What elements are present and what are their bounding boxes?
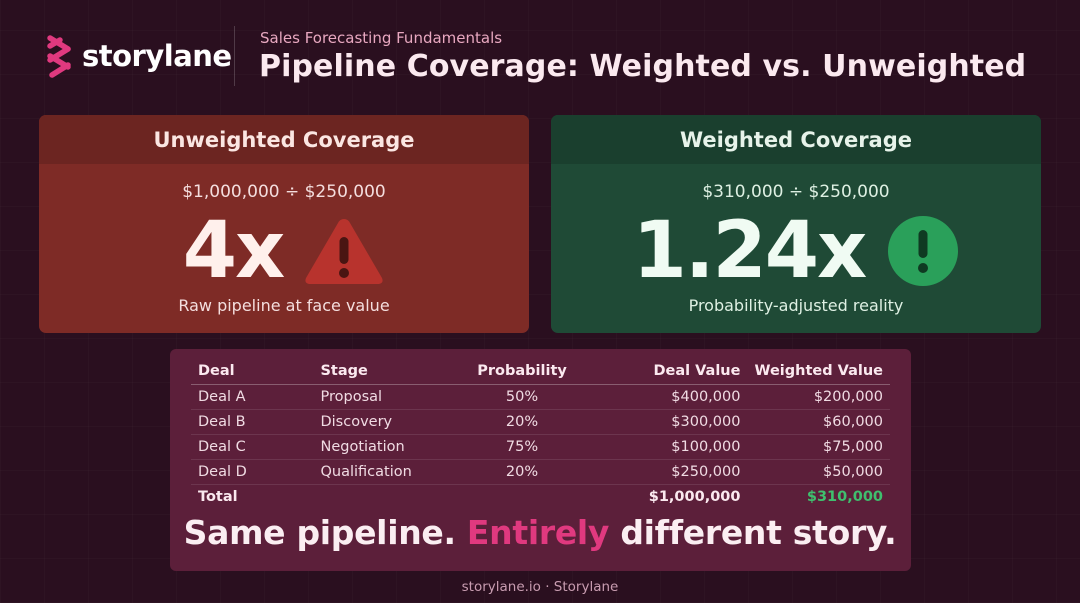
footer: storylane.io · Storylane	[461, 579, 619, 595]
exclamation-circle-icon	[888, 216, 959, 286]
deals-table-panel: Deal Stage Probability Deal Value Weight…	[170, 349, 911, 571]
page-subtitle: Sales Forecasting Fundamentals	[260, 29, 503, 47]
unweighted-heading: Unweighted Coverage	[39, 115, 529, 164]
probability-cell: 75%	[451, 434, 593, 460]
deal-cell: Deal B	[191, 409, 314, 435]
header: storylane Sales Forecasting Fundamentals…	[0, 0, 1080, 100]
weighted-value: 1.24x	[632, 206, 868, 296]
table-total-row: Total $1,000,000 $310,000	[191, 484, 890, 509]
deal-value-cell: $300,000	[592, 409, 748, 435]
warning-triangle-icon	[305, 219, 383, 284]
deals-table: Deal Stage Probability Deal Value Weight…	[191, 358, 890, 509]
tagline-accent: Entirely	[466, 513, 610, 552]
deal-cell: Deal C	[191, 434, 314, 460]
table-row: Deal C Negotiation 75% $100,000 $75,000	[191, 434, 890, 460]
table-row: Deal A Proposal 50% $400,000 $200,000	[191, 384, 890, 410]
deal-cell: Deal A	[191, 384, 314, 410]
unweighted-coverage-card: Unweighted Coverage $1,000,000 ÷ $250,00…	[39, 115, 529, 333]
weighted-formula: $310,000 ÷ $250,000	[702, 182, 890, 202]
tagline-start: Same pipeline.	[183, 513, 467, 552]
total-stage-empty	[313, 484, 452, 509]
stage-cell: Proposal	[313, 384, 452, 410]
weighted-value-cell: $50,000	[747, 459, 890, 485]
table-header-row: Deal Stage Probability Deal Value Weight…	[191, 358, 890, 385]
column-header-stage: Stage	[313, 358, 452, 385]
deal-value-cell: $400,000	[592, 384, 748, 410]
unweighted-caption: Raw pipeline at face value	[178, 296, 390, 315]
deal-value-cell: $250,000	[592, 459, 748, 485]
total-weighted-value: $310,000	[747, 484, 890, 509]
weighted-value-cell: $60,000	[747, 409, 890, 435]
weighted-caption: Probability-adjusted reality	[688, 296, 904, 315]
total-probability-empty	[451, 484, 593, 509]
probability-cell: 20%	[451, 459, 593, 485]
table-row: Deal B Discovery 20% $300,000 $60,000	[191, 409, 890, 435]
unweighted-value-row: 4x	[39, 209, 529, 293]
storylane-logo-icon	[47, 35, 71, 78]
stage-cell: Negotiation	[313, 434, 452, 460]
brand-name: storylane	[82, 38, 232, 73]
page-title: Pipeline Coverage: Weighted vs. Unweight…	[259, 49, 1027, 84]
probability-cell: 20%	[451, 409, 593, 435]
stage-cell: Qualification	[313, 459, 452, 485]
column-header-deal: Deal	[191, 358, 314, 385]
deal-cell: Deal D	[191, 459, 314, 485]
deal-value-cell: $100,000	[592, 434, 748, 460]
column-header-deal-value: Deal Value	[592, 358, 748, 385]
unweighted-formula: $1,000,000 ÷ $250,000	[182, 182, 386, 202]
column-header-probability: Probability	[451, 358, 593, 385]
probability-cell: 50%	[451, 384, 593, 410]
weighted-heading: Weighted Coverage	[551, 115, 1041, 164]
tagline: Same pipeline. Entirely different story.	[0, 513, 1080, 552]
weighted-value-cell: $200,000	[747, 384, 890, 410]
stage-cell: Discovery	[313, 409, 452, 435]
weighted-value-cell: $75,000	[747, 434, 890, 460]
column-header-weighted-value: Weighted Value	[747, 358, 890, 385]
total-deal-value: $1,000,000	[592, 484, 748, 509]
table-row: Deal D Qualification 20% $250,000 $50,00…	[191, 459, 890, 485]
weighted-value-row: 1.24x	[551, 209, 1041, 293]
tagline-end: different story.	[609, 513, 897, 552]
brand-logo: storylane	[44, 32, 232, 80]
header-divider	[234, 26, 235, 86]
unweighted-value: 4x	[182, 206, 286, 296]
weighted-coverage-card: Weighted Coverage $310,000 ÷ $250,000 1.…	[551, 115, 1041, 333]
total-label: Total	[191, 484, 314, 509]
